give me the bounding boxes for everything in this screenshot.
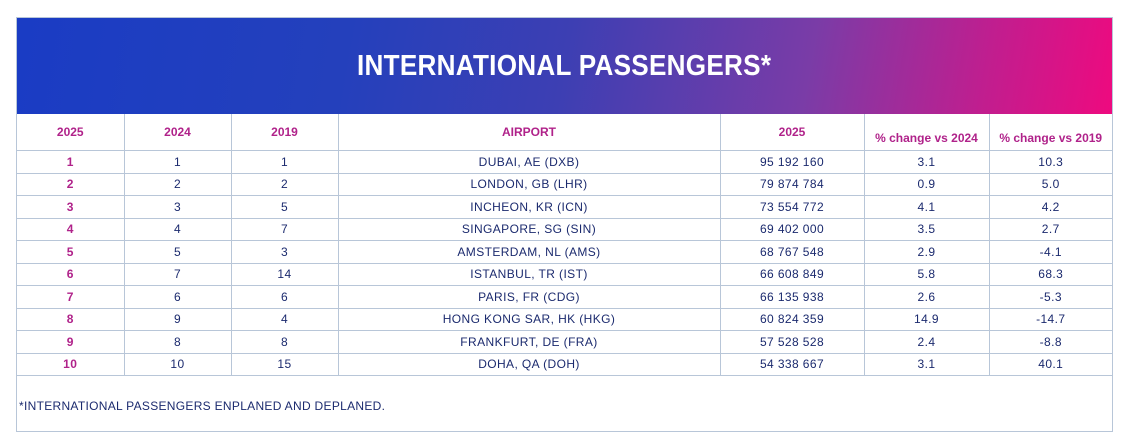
cell-rank-2024: 1 — [124, 150, 232, 174]
cell-airport: HONG KONG SAR, HK (HKG) — [338, 308, 721, 331]
footnote: *INTERNATIONAL PASSENGERS ENPLANED AND D… — [19, 399, 386, 413]
cell-rank-2025: 9 — [17, 330, 125, 354]
table-row: 2 2 2 LONDON, GB (LHR) 79 874 784 0.9 5.0 — [17, 173, 1112, 196]
table-row: 8 9 4 HONG KONG SAR, HK (HKG) 60 824 359 14.9… — [17, 308, 1112, 331]
cell-rank-2019: 5 — [231, 195, 339, 219]
cell-passengers-2025: 60 824 359 — [720, 308, 865, 331]
cell-rank-2024: 3 — [124, 195, 232, 219]
cell-change-vs-2024: 0.9 — [864, 173, 990, 196]
cell-change-vs-2024: 3.1 — [864, 150, 990, 174]
cell-rank-2019: 15 — [231, 353, 339, 376]
header-rank-2024: 2024 — [124, 114, 232, 151]
table-header-row: 2025 2024 2019 AIRPORT 2025 % change vs … — [17, 114, 1112, 151]
cell-rank-2019: 2 — [231, 173, 339, 196]
cell-rank-2024: 7 — [124, 263, 232, 286]
table-row: 3 3 5 INCHEON, KR (ICN) 73 554 772 4.1 4.2 — [17, 195, 1112, 219]
cell-change-vs-2019: -8.8 — [989, 330, 1112, 354]
cell-passengers-2025: 54 338 667 — [720, 353, 865, 376]
cell-airport: DUBAI, AE (DXB) — [338, 150, 721, 174]
cell-passengers-2025: 69 402 000 — [720, 218, 865, 241]
cell-passengers-2025: 73 554 772 — [720, 195, 865, 219]
cell-airport: AMSTERDAM, NL (AMS) — [338, 240, 721, 264]
cell-rank-2019: 4 — [231, 308, 339, 331]
cell-change-vs-2019: -14.7 — [989, 308, 1112, 331]
cell-rank-2025: 7 — [17, 285, 125, 309]
cell-change-vs-2024: 4.1 — [864, 195, 990, 219]
cell-passengers-2025: 57 528 528 — [720, 330, 865, 354]
cell-change-vs-2019: 2.7 — [989, 218, 1112, 241]
cell-change-vs-2019: -5.3 — [989, 285, 1112, 309]
cell-rank-2025: 5 — [17, 240, 125, 264]
cell-passengers-2025: 95 192 160 — [720, 150, 865, 174]
cell-change-vs-2024: 3.5 — [864, 218, 990, 241]
cell-rank-2019: 7 — [231, 218, 339, 241]
cell-rank-2024: 9 — [124, 308, 232, 331]
cell-passengers-2025: 68 767 548 — [720, 240, 865, 264]
cell-airport: DOHA, QA (DOH) — [338, 353, 721, 376]
header-change-vs-2019: % change vs 2019 — [989, 114, 1112, 151]
cell-change-vs-2019: 5.0 — [989, 173, 1112, 196]
cell-passengers-2025: 66 135 938 — [720, 285, 865, 309]
cell-rank-2024: 8 — [124, 330, 232, 354]
cell-change-vs-2024: 2.6 — [864, 285, 990, 309]
cell-change-vs-2024: 3.1 — [864, 353, 990, 376]
page-title: INTERNATIONAL PASSENGERS* — [357, 49, 772, 82]
cell-rank-2024: 5 — [124, 240, 232, 264]
cell-change-vs-2019: 40.1 — [989, 353, 1112, 376]
cell-change-vs-2024: 14.9 — [864, 308, 990, 331]
cell-change-vs-2019: 10.3 — [989, 150, 1112, 174]
cell-rank-2019: 1 — [231, 150, 339, 174]
cell-change-vs-2019: 4.2 — [989, 195, 1112, 219]
cell-rank-2019: 6 — [231, 285, 339, 309]
cell-change-vs-2019: -4.1 — [989, 240, 1112, 264]
cell-rank-2024: 10 — [124, 353, 232, 376]
cell-change-vs-2024: 2.9 — [864, 240, 990, 264]
passengers-table: 2025 2024 2019 AIRPORT 2025 % change vs … — [17, 114, 1112, 376]
cell-airport: LONDON, GB (LHR) — [338, 173, 721, 196]
table-card: INTERNATIONAL PASSENGERS* 2025 2024 2019… — [16, 17, 1113, 432]
cell-airport: ISTANBUL, TR (IST) — [338, 263, 721, 286]
cell-airport: SINGAPORE, SG (SIN) — [338, 218, 721, 241]
cell-airport: PARIS, FR (CDG) — [338, 285, 721, 309]
cell-rank-2025: 4 — [17, 218, 125, 241]
cell-rank-2019: 3 — [231, 240, 339, 264]
table-row: 10 10 15 DOHA, QA (DOH) 54 338 667 3.1 40.1 — [17, 353, 1112, 376]
header-airport: AIRPORT — [338, 114, 721, 151]
table-row: 9 8 8 FRANKFURT, DE (FRA) 57 528 528 2.4 -8.8 — [17, 330, 1112, 354]
table-body: 1 1 1 DUBAI, AE (DXB) 95 192 160 3.1 10.3 2 2 2 LO… — [17, 150, 1112, 376]
cell-change-vs-2024: 2.4 — [864, 330, 990, 354]
cell-passengers-2025: 66 608 849 — [720, 263, 865, 286]
cell-rank-2025: 8 — [17, 308, 125, 331]
cell-rank-2025: 3 — [17, 195, 125, 219]
cell-rank-2024: 4 — [124, 218, 232, 241]
cell-rank-2024: 2 — [124, 173, 232, 196]
header-passengers-2025: 2025 — [720, 114, 865, 151]
cell-airport: INCHEON, KR (ICN) — [338, 195, 721, 219]
header-rank-2025: 2025 — [17, 114, 125, 151]
table-row: 5 5 3 AMSTERDAM, NL (AMS) 68 767 548 2.9 -4.1 — [17, 240, 1112, 264]
table-row: 7 6 6 PARIS, FR (CDG) 66 135 938 2.6 -5.3 — [17, 285, 1112, 309]
cell-rank-2019: 14 — [231, 263, 339, 286]
cell-rank-2024: 6 — [124, 285, 232, 309]
cell-rank-2025: 10 — [17, 353, 125, 376]
cell-rank-2025: 2 — [17, 173, 125, 196]
cell-change-vs-2024: 5.8 — [864, 263, 990, 286]
table-row: 6 7 14 ISTANBUL, TR (IST) 66 608 849 5.8 68.3 — [17, 263, 1112, 286]
table-row: 1 1 1 DUBAI, AE (DXB) 95 192 160 3.1 10.3 — [17, 150, 1112, 174]
cell-airport: FRANKFURT, DE (FRA) — [338, 330, 721, 354]
title-banner: INTERNATIONAL PASSENGERS* — [17, 18, 1112, 114]
cell-passengers-2025: 79 874 784 — [720, 173, 865, 196]
cell-change-vs-2019: 68.3 — [989, 263, 1112, 286]
cell-rank-2025: 6 — [17, 263, 125, 286]
cell-rank-2019: 8 — [231, 330, 339, 354]
table-row: 4 4 7 SINGAPORE, SG (SIN) 69 402 000 3.5 2.7 — [17, 218, 1112, 241]
header-rank-2019: 2019 — [231, 114, 339, 151]
cell-rank-2025: 1 — [17, 150, 125, 174]
header-change-vs-2024: % change vs 2024 — [864, 114, 990, 151]
